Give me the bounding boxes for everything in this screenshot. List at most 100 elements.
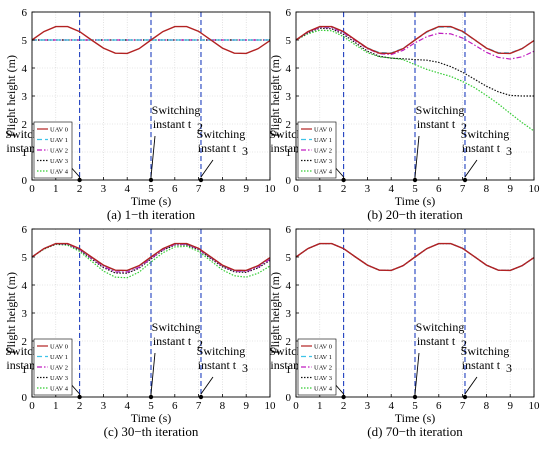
series-line-uav-0: [295, 242, 535, 272]
x-axis-label: Time (s): [395, 194, 436, 208]
x-tick-label: 7: [196, 183, 202, 195]
switch-instant-dot: [462, 394, 468, 400]
x-tick-label: 4: [388, 183, 394, 195]
switch-annotation-title: Switching: [461, 344, 510, 358]
legend-label: UAV 0: [314, 343, 332, 350]
y-tick-label: 5: [286, 35, 292, 47]
series-line-uav-3: [295, 27, 534, 97]
x-tick-label: 1: [317, 400, 323, 412]
switch-annotation-subscript: 3: [506, 361, 512, 375]
switch-instant-dot: [462, 177, 468, 183]
y-tick-label: 1: [286, 147, 292, 159]
x-tick-label: 4: [124, 400, 130, 412]
switch-annotation-subscript: 3: [506, 144, 512, 158]
y-axis-label: Flight height (m): [268, 55, 282, 137]
switch-instant-dot: [198, 394, 204, 400]
x-tick-label: 1: [53, 183, 59, 195]
x-tick-label: 7: [460, 183, 466, 195]
x-tick-label: 3: [365, 400, 371, 412]
y-tick-label: 1: [286, 364, 292, 376]
legend-label: UAV 3: [50, 158, 68, 165]
y-tick-label: 0: [22, 175, 28, 187]
y-tick-label: 1: [22, 147, 28, 159]
legend-label: UAV 2: [50, 147, 68, 154]
switch-annotation-arrow: [200, 159, 214, 178]
y-tick-label: 0: [286, 392, 292, 404]
x-tick-label: 9: [507, 400, 513, 412]
y-tick-label: 6: [286, 224, 292, 236]
switch-annotation-arrow: [464, 159, 478, 178]
x-tick-label: 7: [196, 400, 202, 412]
y-tick-label: 0: [22, 392, 28, 404]
switch-annotation-instant: instant t: [417, 117, 456, 131]
switch-annotation-subscript: 3: [242, 361, 248, 375]
switch-annotation-arrow: [414, 352, 420, 395]
switch-annotation-arrow: [414, 135, 420, 178]
switch-annotation-instant: instant t: [198, 358, 237, 372]
series-line-uav-2: [295, 26, 535, 60]
legend-label: UAV 1: [50, 137, 68, 144]
switch-instant-dot: [412, 394, 418, 400]
legend-label: UAV 3: [314, 158, 332, 165]
switch-instant-dot: [341, 177, 346, 183]
y-tick-label: 4: [22, 63, 28, 75]
legend-label: UAV 1: [314, 354, 332, 361]
x-axis-label: Time (s): [131, 411, 172, 425]
switch-annotation-subscript: 2: [461, 120, 467, 134]
y-tick-label: 6: [286, 7, 292, 19]
switch-annotation-instant: instant t: [198, 141, 237, 155]
switch-annotation-arrow: [150, 135, 156, 178]
x-tick-label: 8: [220, 400, 226, 412]
x-tick-label: 6: [172, 183, 178, 195]
legend-label: UAV 2: [314, 364, 332, 371]
legend-label: UAV 4: [314, 168, 333, 175]
x-tick-label: 5: [148, 183, 154, 195]
switch-annotation-subscript: 2: [197, 337, 203, 351]
panel-caption: (c) 30−th iteration: [104, 424, 199, 439]
panel-caption: (d) 70−th iteration: [367, 424, 463, 439]
y-tick-label: 2: [22, 119, 28, 131]
switch-annotation-subscript: 2: [461, 337, 467, 351]
x-tick-label: 6: [172, 400, 178, 412]
x-axis-label: Time (s): [131, 194, 172, 208]
x-tick-label: 10: [529, 400, 541, 412]
legend-label: UAV 0: [314, 126, 332, 133]
y-tick-label: 4: [286, 280, 292, 292]
legend-label: UAV 0: [50, 343, 68, 350]
x-tick-label: 3: [101, 183, 107, 195]
x-tick-label: 5: [148, 400, 154, 412]
y-tick-label: 2: [286, 336, 292, 348]
y-tick-label: 4: [286, 63, 292, 75]
y-tick-label: 3: [286, 91, 292, 103]
x-tick-label: 0: [293, 183, 299, 195]
x-tick-label: 1: [317, 183, 323, 195]
x-tick-label: 10: [265, 400, 277, 412]
switch-annotation-arrow: [200, 376, 214, 395]
x-axis-label: Time (s): [395, 411, 436, 425]
x-tick-label: 0: [29, 183, 35, 195]
y-tick-label: 5: [22, 35, 28, 47]
switch-annotation-instant: instant t: [462, 358, 501, 372]
y-tick-label: 3: [22, 91, 28, 103]
legend-label: UAV 1: [314, 137, 332, 144]
switch-instant-dot: [148, 177, 154, 183]
series-line-uav-4: [31, 243, 271, 279]
legend-label: UAV 4: [314, 385, 333, 392]
legend-label: UAV 0: [50, 126, 68, 133]
y-tick-label: 4: [22, 280, 28, 292]
y-axis-label: Flight height (m): [4, 55, 18, 137]
y-tick-label: 5: [22, 252, 28, 264]
legend-label: UAV 2: [50, 364, 68, 371]
y-tick-label: 2: [22, 336, 28, 348]
legend-box: [33, 121, 73, 179]
switch-annotation-subscript: 3: [242, 144, 248, 158]
y-axis-label: Flight height (m): [268, 272, 282, 354]
y-axis-label: Flight height (m): [4, 272, 18, 354]
x-tick-label: 3: [365, 183, 371, 195]
y-tick-label: 6: [22, 7, 28, 19]
series-line-uav-3: [31, 243, 271, 274]
x-tick-label: 5: [412, 400, 418, 412]
x-tick-label: 9: [243, 400, 249, 412]
